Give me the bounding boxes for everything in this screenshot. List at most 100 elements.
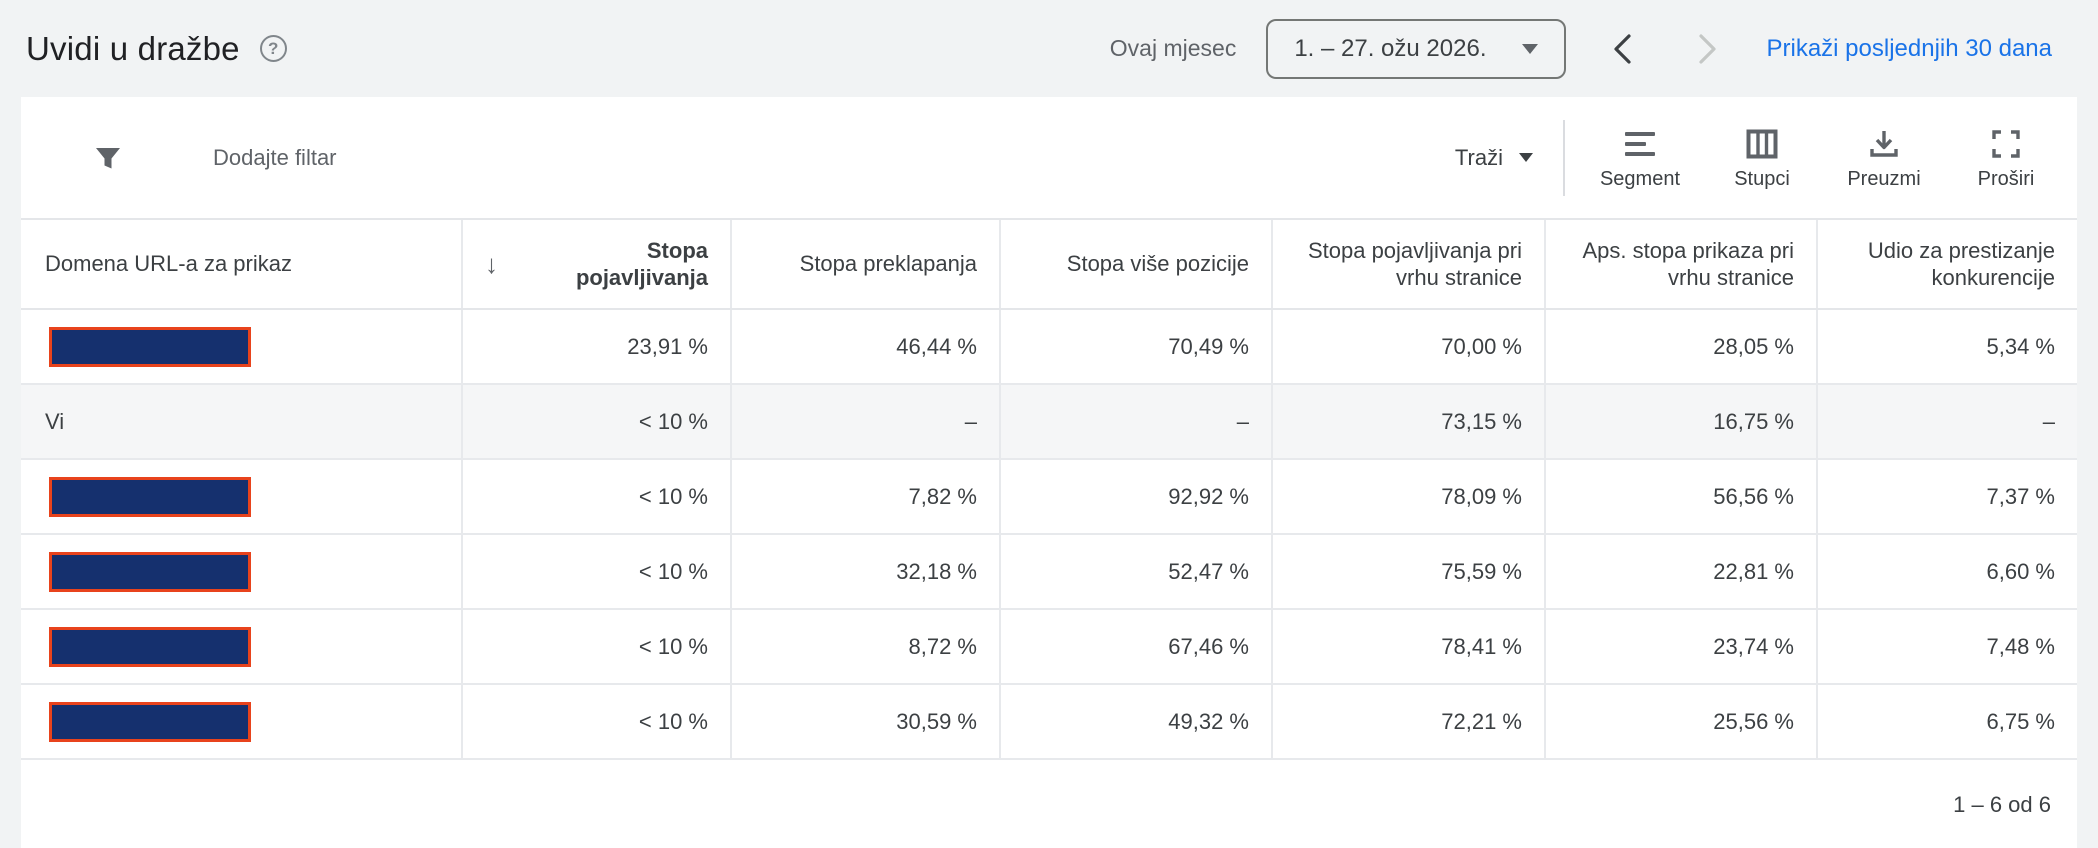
metric-cell: 78,41 % — [1271, 609, 1545, 685]
metric-cell: 25,56 % — [1544, 684, 1817, 760]
metric-cell: < 10 % — [461, 609, 731, 685]
metric-cell: 70,00 % — [1271, 309, 1545, 385]
columns-label: Stupci — [1734, 167, 1790, 190]
chevron-down-icon — [1519, 153, 1533, 162]
auction-insights-card: Dodajte filtar Traži Segment — [21, 97, 2077, 848]
table-row: Vi < 10 % – –73,15 % 16,75 % – — [21, 384, 2077, 460]
metric-cell: 22,81 % — [1544, 534, 1817, 610]
filter-button[interactable] — [93, 143, 123, 173]
column-header-abs-top-of-page-rate[interactable]: Aps. stopa prikaza pri vrhu stranice — [1544, 218, 1817, 310]
date-range-group: Ovaj mjesec 1. – 27. ožu 2026. Prikaži p… — [1109, 18, 2098, 79]
metric-cell: 7,37 % — [1816, 459, 2077, 535]
help-icon[interactable]: ? — [259, 35, 287, 62]
table-row: < 10 % 7,82 % 92,92 % 78,09 % 56,56 % 7,37 % — [21, 459, 2077, 535]
metric-cell: 52,47 % — [999, 534, 1272, 610]
toolbar-divider — [1563, 119, 1565, 196]
domain-cell — [21, 309, 462, 385]
segment-button[interactable]: Segment — [1579, 125, 1701, 191]
metric-cell: – — [999, 384, 1272, 460]
expand-label: Proširi — [1977, 167, 2035, 190]
column-header-impression-share[interactable]: ↓ Stopa pojavljivanja — [461, 218, 731, 310]
domain-cell — [21, 609, 462, 685]
metric-cell: – — [730, 384, 1000, 460]
metric-cell: 72,21 % — [1271, 684, 1545, 760]
segment-label: Segment — [1599, 167, 1681, 190]
table-toolbar: Dodajte filtar Traži Segment — [21, 97, 2077, 218]
column-header-position-above-rate[interactable]: Stopa više pozicije — [999, 218, 1272, 310]
metric-cell: 75,59 % — [1271, 534, 1545, 610]
auction-table-body: 23,91 % 46,44 % 70,49 % 70,00 % 28,05 % 5,34 … — [21, 309, 2077, 760]
redacted-domain-box — [49, 626, 251, 667]
metric-cell: < 10 % — [461, 384, 731, 460]
download-icon — [1870, 130, 1898, 157]
page-title: Uvidi u dražbe — [26, 29, 240, 67]
metric-cell: 8,72 % — [730, 609, 1000, 685]
metric-cell: 78,09 % — [1271, 459, 1545, 535]
metric-cell: 32,18 % — [730, 534, 1000, 610]
top-bar: Uvidi u dražbe ? Ovaj mjesec 1. – 27. ož… — [0, 0, 2098, 97]
sort-descending-icon: ↓ — [485, 248, 498, 279]
chevron-left-icon — [1614, 33, 1632, 64]
domain-cell — [21, 459, 462, 535]
metric-cell: 30,59 % — [730, 684, 1000, 760]
metric-cell: 6,75 % — [1816, 684, 2077, 760]
columns-button[interactable]: Stupci — [1701, 125, 1823, 191]
auction-insights-table: Domena URL-a za prikaz ↓ Stopa pojavljiv… — [21, 218, 2077, 760]
domain-cell — [21, 684, 462, 760]
date-range-value: 1. – 27. ožu 2026. — [1294, 34, 1487, 62]
domain-cell — [21, 534, 462, 610]
download-label: Preuzmi — [1847, 167, 1921, 190]
metric-cell: – — [1816, 384, 2077, 460]
redacted-domain-box — [49, 476, 251, 517]
title-group: Uvidi u dražbe ? — [26, 30, 287, 68]
metric-cell: 73,15 % — [1271, 384, 1545, 460]
metric-cell: 7,82 % — [730, 459, 1000, 535]
metric-cell: 23,91 % — [461, 309, 731, 385]
pagination-status: 1 – 6 od 6 — [1953, 792, 2051, 817]
column-header-overlap-rate[interactable]: Stopa preklapanja — [730, 218, 1000, 310]
chevron-down-icon — [1522, 43, 1539, 54]
metric-cell: < 10 % — [461, 684, 731, 760]
date-nav-group — [1600, 27, 1730, 71]
metric-cell: 7,48 % — [1816, 609, 2077, 685]
metric-cell: 28,05 % — [1544, 309, 1817, 385]
show-last-30-days-link[interactable]: Prikaži posljednjih 30 dana — [1766, 34, 2052, 62]
metric-cell: < 10 % — [461, 534, 731, 610]
date-preset-label: Ovaj mjesec — [1109, 35, 1237, 61]
next-period-button[interactable] — [1686, 27, 1730, 71]
column-header-top-of-page-rate[interactable]: Stopa pojavljivanja pri vrhu stranice — [1271, 218, 1545, 310]
metric-cell: 6,60 % — [1816, 534, 2077, 610]
search-dropdown-button[interactable]: Traži — [1455, 145, 1533, 171]
metric-cell: 5,34 % — [1816, 309, 2077, 385]
table-row: 23,91 % 46,44 % 70,49 % 70,00 % 28,05 % 5,34 … — [21, 309, 2077, 385]
expand-icon — [1992, 129, 2020, 158]
segment-icon — [1625, 131, 1655, 156]
add-filter-label[interactable]: Dodajte filtar — [213, 144, 337, 170]
table-row: < 10 % 32,18 % 52,47 % 75,59 % 22,81 % 6,60 % — [21, 534, 2077, 610]
table-row: < 10 % 8,72 % 67,46 % 78,41 % 23,74 % 7,48 % — [21, 609, 2077, 685]
previous-period-button[interactable] — [1600, 27, 1644, 71]
redacted-domain-box — [49, 326, 251, 367]
metric-cell: < 10 % — [461, 459, 731, 535]
metric-cell: 67,46 % — [999, 609, 1272, 685]
toolbar-right-group: Traži Segment Stupci — [1455, 119, 2077, 196]
metric-cell: 70,49 % — [999, 309, 1272, 385]
column-header-outranking-share[interactable]: Udio za prestizanje konkurencije — [1816, 218, 2077, 310]
chevron-right-icon — [1699, 33, 1717, 64]
metric-cell: 56,56 % — [1544, 459, 1817, 535]
redacted-domain-box — [49, 551, 251, 592]
date-range-picker[interactable]: 1. – 27. ožu 2026. — [1266, 18, 1567, 79]
column-header-display-url-domain[interactable]: Domena URL-a za prikaz — [21, 218, 462, 310]
table-row: < 10 % 30,59 % 49,32 % 72,21 % 25,56 % 6,75 % — [21, 684, 2077, 760]
expand-button[interactable]: Proširi — [1945, 125, 2067, 191]
table-header-row: Domena URL-a za prikaz ↓ Stopa pojavljiv… — [21, 218, 2077, 310]
filter-funnel-icon — [96, 147, 120, 168]
download-button[interactable]: Preuzmi — [1823, 125, 1945, 191]
metric-cell: 23,74 % — [1544, 609, 1817, 685]
search-label: Traži — [1454, 144, 1503, 170]
metric-cell: 49,32 % — [999, 684, 1272, 760]
metric-cell: 16,75 % — [1544, 384, 1817, 460]
columns-icon — [1746, 129, 1778, 158]
redacted-domain-box — [49, 701, 251, 742]
metric-cell: 92,92 % — [999, 459, 1272, 535]
